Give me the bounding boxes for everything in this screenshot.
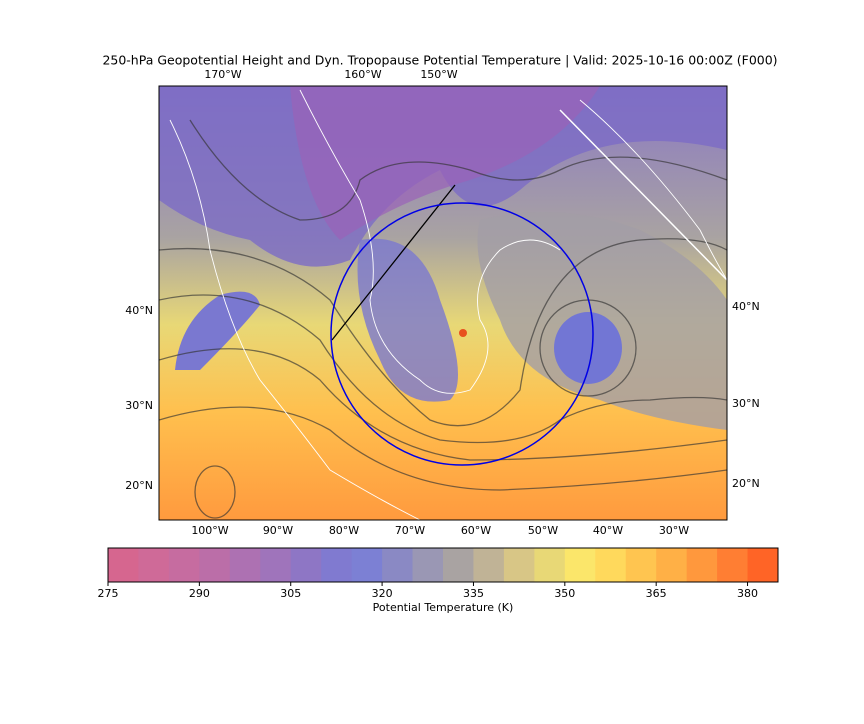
lat-label: 40°N [732, 300, 760, 313]
radius-circle [330, 202, 594, 466]
lon-label: 30°W [659, 524, 689, 537]
coastlines [169, 89, 727, 520]
colorbar-segment [595, 548, 627, 582]
colorbar-tick-label: 365 [646, 587, 667, 600]
colorbar-segment [138, 548, 170, 582]
colorbar-frame [107, 547, 779, 583]
colorbar-segment [717, 548, 749, 582]
colorbar-segment [473, 548, 505, 582]
colorbar-segment [443, 548, 474, 582]
center-point [459, 329, 467, 337]
colorbar-segment [168, 548, 200, 582]
cold-core [290, 86, 600, 240]
lon-label: 80°W [329, 524, 359, 537]
colorbar-tick-label: 275 [98, 587, 119, 600]
colorbar-segment [564, 548, 596, 582]
colorbar-segment [351, 548, 383, 582]
colorbar-segment [625, 548, 657, 582]
low-center [554, 312, 622, 384]
colorbar-segment [412, 548, 444, 582]
lon-label: 90°W [263, 524, 293, 537]
lat-label: 30°N [125, 399, 153, 412]
trough [357, 238, 458, 402]
lon-label: 100°W [191, 524, 228, 537]
lon-label: 70°W [395, 524, 425, 537]
lat-label: 20°N [732, 477, 760, 490]
colorbar-tick-label: 380 [737, 587, 758, 600]
colorbar-tick-label: 335 [463, 587, 484, 600]
colorbar-segment [321, 548, 353, 582]
lat-label: 30°N [732, 397, 760, 410]
colorbar-segment [503, 548, 535, 582]
colorbar-segment [534, 548, 566, 582]
colorbar-segment [382, 548, 414, 582]
colorbar-segment [229, 548, 261, 582]
jet-line [559, 109, 727, 281]
lat-label: 20°N [125, 479, 153, 492]
title: 250-hPa Geopotential Height and Dyn. Tro… [102, 53, 777, 68]
lon-label: 150°W [420, 68, 457, 81]
colorbar-label: Potential Temperature (K) [373, 601, 514, 614]
lon-label: 40°W [593, 524, 623, 537]
colorbar-segment [260, 548, 292, 582]
colorbar-tick-label: 350 [554, 587, 575, 600]
colorbar-tick-label: 320 [372, 587, 393, 600]
lat-label: 40°N [125, 304, 153, 317]
low-west [175, 291, 260, 370]
colorbar-segment [747, 548, 779, 582]
map [159, 86, 727, 520]
lon-label: 170°W [204, 68, 241, 81]
colorbar-segment [108, 548, 139, 582]
colorbar-segment [290, 548, 322, 582]
lon-label: 50°W [528, 524, 558, 537]
map-frame [158, 85, 728, 521]
colorbar-segment [199, 548, 231, 582]
colorbar-segment [656, 548, 688, 582]
colorbar-tick-label: 290 [189, 587, 210, 600]
lon-label: 60°W [461, 524, 491, 537]
cross-section-line [331, 184, 456, 341]
lon-label: 160°W [344, 68, 381, 81]
height-contours [159, 119, 727, 519]
colorbar-segment [686, 548, 718, 582]
colorbar-tick-label: 305 [280, 587, 301, 600]
